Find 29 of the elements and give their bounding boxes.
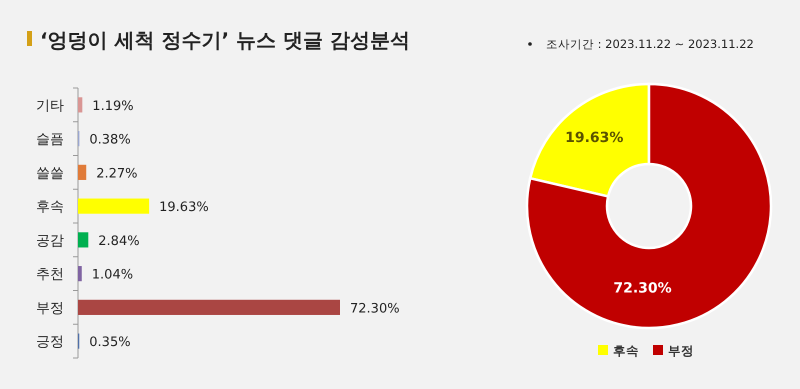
- legend-label: 후속: [613, 343, 639, 358]
- data-label: 2.27%: [96, 166, 138, 182]
- y-tick-label: 부정: [36, 300, 64, 316]
- data-label: 19.63%: [565, 130, 624, 146]
- y-tick-label: 공감: [36, 232, 64, 249]
- y-tick-label: 후속: [36, 199, 64, 216]
- y-tick-label: 쓸쓸: [36, 165, 64, 182]
- bar: [78, 198, 150, 214]
- bar: [78, 97, 82, 112]
- data-label: 1.04%: [92, 268, 134, 283]
- data-label: 1.19%: [92, 98, 134, 114]
- y-tick-label: 기타: [36, 98, 64, 114]
- data-label: 2.84%: [98, 234, 140, 249]
- legend-label: 부정: [668, 343, 694, 358]
- data-label: 72.30%: [613, 280, 672, 297]
- data-label: 0.35%: [89, 335, 131, 350]
- bar: [78, 164, 86, 180]
- data-label: 72.30%: [350, 301, 400, 316]
- bar: [78, 300, 340, 315]
- y-tick-label: 긍정: [36, 334, 64, 350]
- text: 조사기간 : 2023.11.22 ~ 2023.11.22: [546, 37, 754, 51]
- data-label: 0.38%: [89, 132, 131, 148]
- donut-slice: [526, 82, 772, 330]
- y-tick-label: 슬픔: [36, 132, 64, 148]
- data-label: 19.63%: [159, 200, 209, 216]
- y-tick-label: 추천: [36, 266, 64, 283]
- bar: [78, 232, 88, 248]
- chart-title: ‘엉덩이 세척 정수기’ 뉴스 댓글 감성분석: [40, 28, 410, 52]
- bar: [78, 266, 82, 282]
